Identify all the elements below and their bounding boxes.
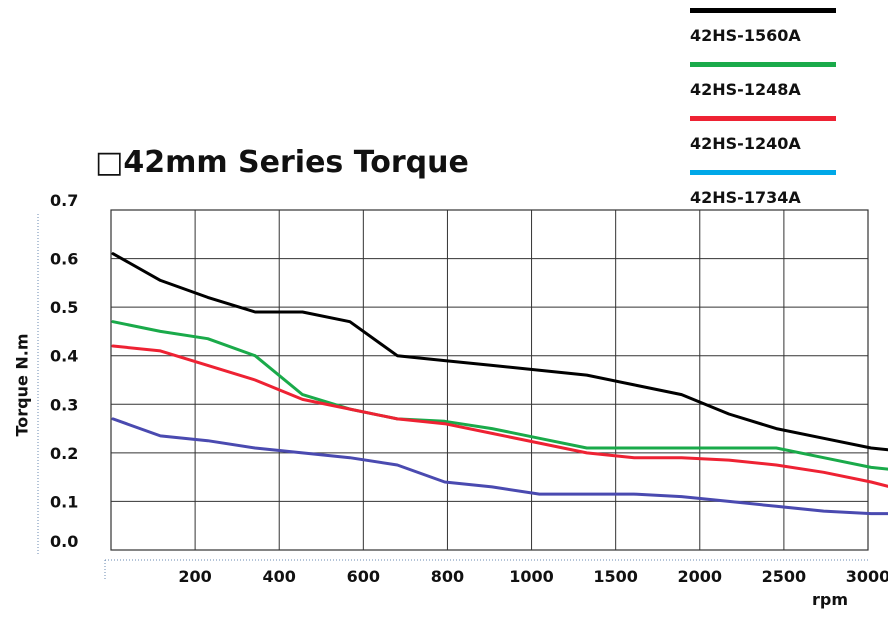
y-tick-labels: 0.0 0.1 0.2 0.3 0.4 0.5 0.6 0.7 [50,191,78,551]
series-lines [111,252,888,516]
y-tick-label: 0.2 [50,444,78,463]
legend-swatch-1248a [690,62,836,67]
legend-item-1560a: 42HS-1560A [690,8,840,62]
legend-swatch-1240a [690,116,836,121]
legend-label-1560a: 42HS-1560A [690,26,801,45]
y-tick-label: 0.1 [50,492,78,511]
legend-label-1734a: 42HS-1734A [690,188,801,207]
legend-swatch-1734a [690,170,836,175]
x-tick-label: 1000 [509,567,554,586]
chart-legend: 42HS-1560A 42HS-1248A 42HS-1240A 42HS-17… [690,8,840,224]
y-tick-label: 0.7 [50,191,78,210]
y-tick-label: 0.3 [50,395,78,414]
y-tick-label: 0.4 [50,347,78,366]
x-axis-label: rpm [812,590,849,609]
x-tick-label: 800 [431,567,464,586]
series-line-42hs-1734a [111,417,888,516]
x-tick-label: 3000 [846,567,888,586]
x-tick-label: 600 [347,567,380,586]
x-tick-label: 200 [178,567,211,586]
x-tick-label: 1500 [593,567,638,586]
series-line-42hs-1240a [111,344,888,488]
legend-item-1734a: 42HS-1734A [690,170,840,224]
x-tick-label: 400 [263,567,296,586]
legend-label-1248a: 42HS-1248A [690,80,801,99]
x-tick-label: 2500 [762,567,807,586]
x-tick-labels: 200 400 600 800 1000 1500 2000 2500 3000 [178,567,888,586]
chart-title: □42mm Series Torque [95,145,469,180]
legend-swatch-1560a [690,8,836,13]
legend-item-1248a: 42HS-1248A [690,62,840,116]
grid [37,209,869,580]
y-tick-label: 0.0 [50,532,78,551]
y-tick-label: 0.5 [50,298,78,317]
y-tick-label: 0.6 [50,250,78,269]
x-tick-label: 2000 [678,567,723,586]
legend-label-1240a: 42HS-1240A [690,134,801,153]
series-line-42hs-1248a [111,320,888,471]
series-line-42hs-1560a [111,252,888,452]
legend-item-1240a: 42HS-1240A [690,116,840,170]
plot-frame [110,209,869,551]
